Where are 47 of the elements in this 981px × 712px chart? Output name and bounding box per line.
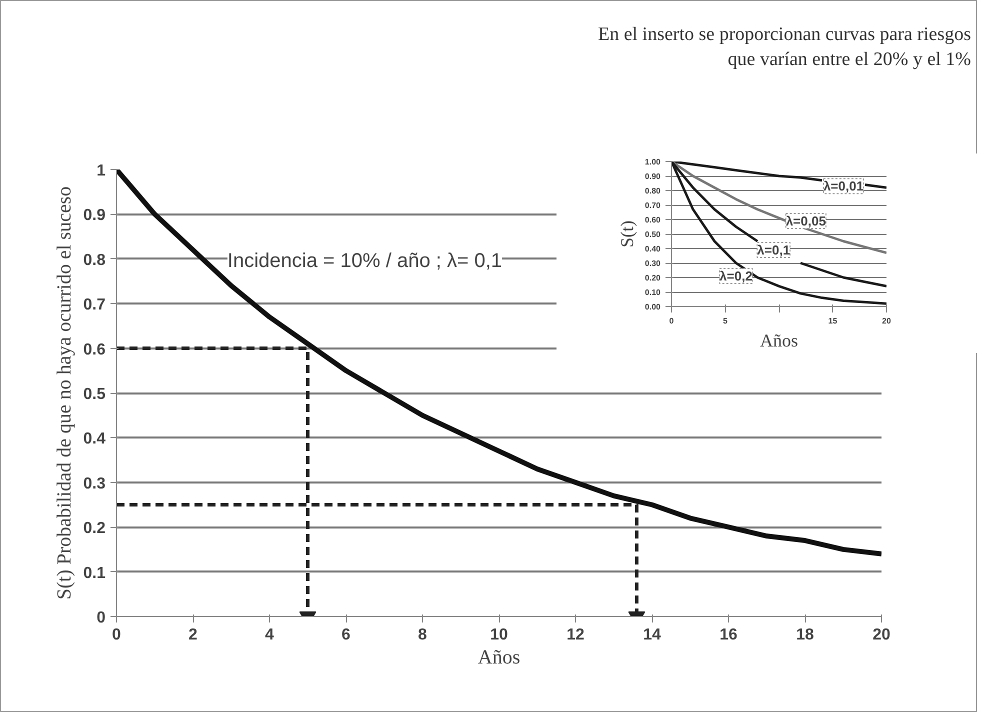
x-tick-label: 8 [418, 626, 428, 644]
y-tick-label: 0.9 [83, 207, 106, 224]
y-tick-label: 0.60 [644, 216, 662, 224]
x-tick-label: 12 [566, 626, 584, 644]
y-tick-label: 0.90 [644, 172, 662, 181]
y-tick-label: 0.70 [644, 201, 662, 210]
x-tick-label: 20 [872, 626, 890, 644]
x-tick-label: 5 [723, 316, 728, 326]
y-tick-label: 0.30 [644, 259, 662, 268]
x-tick-label: 0 [669, 316, 674, 326]
y-tick-label: 0.3 [83, 475, 106, 492]
annotation: λ=0,2 [720, 268, 752, 284]
x-tick-label: 2 [188, 626, 198, 644]
x-tick-label: 20 [882, 316, 892, 326]
y-tick-label: 0.00 [644, 302, 662, 312]
annotation: λ=0,01 [823, 178, 864, 194]
y-axis-title: S(t) Probabilidad de que no haya ocurrido el suceso [53, 186, 76, 600]
annotation: λ=0,1 [757, 242, 790, 258]
y-tick-label: 0.20 [644, 274, 662, 282]
y-tick-label: 0.80 [644, 186, 662, 196]
y-axis-title: S(t) [616, 220, 637, 248]
x-tick-label: 14 [643, 626, 661, 644]
y-tick-label: 0.4 [83, 430, 106, 448]
annotation: λ=0,05 [786, 213, 826, 228]
y-tick-label: 0.5 [83, 386, 106, 403]
y-tick-label: 0 [96, 610, 106, 626]
annotation: Incidencia = 10% / año ; λ= 0,1 [227, 250, 502, 272]
x-tick-label: 4 [265, 626, 274, 644]
x-tick-label: 10 [490, 626, 508, 644]
y-tick-label: 0.50 [644, 230, 662, 239]
y-tick-label: 0.6 [83, 341, 106, 358]
y-tick-label: 0.1 [83, 564, 106, 582]
x-tick-label: 18 [796, 626, 814, 644]
text: En el inserto se proporcionan curvas para riesgos que varían entre el 20% y el 1% [598, 23, 971, 72]
x-axis-title: Años [478, 646, 520, 668]
y-tick-label: 0.8 [83, 252, 106, 269]
x-tick-label: 6 [342, 626, 351, 644]
y-tick-label: 1.00 [644, 158, 662, 166]
y-tick-label: 0.40 [644, 244, 662, 254]
y-tick-label: 0.10 [644, 288, 662, 297]
y-tick-label: 0.2 [83, 520, 106, 538]
y-tick-label: 1 [96, 162, 106, 180]
x-tick-label: 0 [112, 626, 122, 644]
x-axis-title: Años [760, 330, 798, 350]
x-tick-label: 15 [828, 316, 838, 326]
x-tick-label: 16 [720, 626, 738, 644]
y-tick-label: 0.7 [83, 296, 106, 314]
